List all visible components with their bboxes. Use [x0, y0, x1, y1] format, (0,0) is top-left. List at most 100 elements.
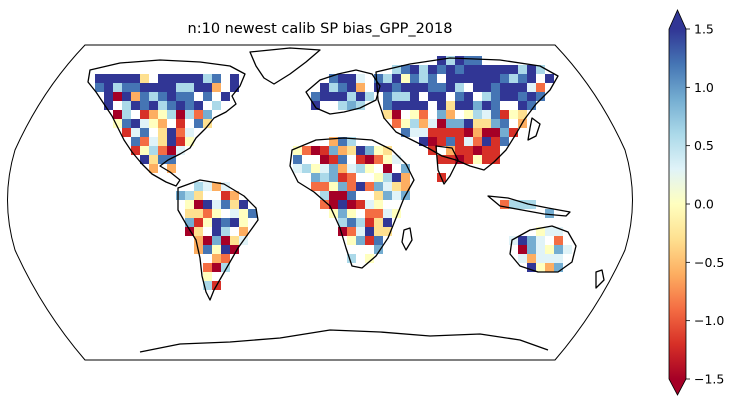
grid-cell — [176, 146, 185, 155]
grid-cell — [338, 155, 347, 164]
coastline-japan — [527, 117, 541, 141]
grid-cell — [329, 173, 338, 182]
grid-cell — [203, 245, 212, 254]
grid-cell — [509, 110, 518, 119]
grid-cell — [347, 101, 356, 110]
grid-cell — [482, 92, 491, 101]
grid-cell — [311, 182, 320, 191]
grid-cell — [392, 101, 401, 110]
grid-cell — [338, 191, 347, 200]
grid-cell — [131, 146, 140, 155]
grid-cell — [446, 74, 455, 83]
grid-cell — [392, 110, 401, 119]
grid-cell — [221, 218, 230, 227]
grid-cell — [320, 173, 329, 182]
grid-cell — [509, 92, 518, 101]
colorbar-tick-label: −0.5 — [694, 255, 724, 270]
grid-cell — [320, 155, 329, 164]
grid-cell — [500, 92, 509, 101]
colorbar-ticks: 1.5 1.0 0.5 0.0 −0.5 −1.0 −1.5 — [686, 22, 724, 387]
grid-cell — [203, 110, 212, 119]
grid-cell — [338, 92, 347, 101]
grid-cell — [527, 92, 536, 101]
grid-cell — [239, 218, 248, 227]
grid-cell — [338, 200, 347, 209]
grid-cell — [320, 200, 329, 209]
grid-cell — [158, 101, 167, 110]
grid-cell — [410, 119, 419, 128]
grid-cell — [500, 110, 509, 119]
grid-cell — [140, 83, 149, 92]
grid-cell — [221, 263, 230, 272]
globe-border — [7, 44, 633, 361]
grid-cell — [419, 119, 428, 128]
grid-cell — [365, 227, 374, 236]
grid-cell — [167, 101, 176, 110]
grid-cell — [122, 74, 131, 83]
grid-cell — [131, 83, 140, 92]
coastline-new-zealand — [595, 269, 605, 289]
grid-cell — [446, 146, 455, 155]
grid-cell — [131, 101, 140, 110]
grid-cell — [437, 56, 446, 65]
grid-cell — [554, 254, 563, 263]
grid-cell — [221, 200, 230, 209]
grid-cell — [536, 65, 545, 74]
grid-cell — [392, 119, 401, 128]
grid-cell — [527, 245, 536, 254]
grid-cell — [338, 74, 347, 83]
grid-cell — [158, 110, 167, 119]
grid-cell — [311, 146, 320, 155]
grid-cell — [167, 137, 176, 146]
grid-cell — [338, 164, 347, 173]
grid-cell — [374, 74, 383, 83]
grid-cell — [347, 209, 356, 218]
grid-cell — [491, 119, 500, 128]
grid-cell — [437, 92, 446, 101]
grid-cell — [365, 182, 374, 191]
grid-cell — [221, 254, 230, 263]
grid-cell — [302, 164, 311, 173]
grid-cell — [203, 218, 212, 227]
grid-cell — [365, 254, 374, 263]
grid-cell — [410, 74, 419, 83]
grid-cell — [338, 227, 347, 236]
grid-cell — [410, 128, 419, 137]
grid-cell — [203, 119, 212, 128]
grid-cell — [401, 173, 410, 182]
grid-cell — [446, 155, 455, 164]
grid-cell — [410, 83, 419, 92]
grid-cell — [527, 101, 536, 110]
grid-cell — [401, 164, 410, 173]
grid-cell — [464, 146, 473, 155]
grid-cell — [185, 101, 194, 110]
grid-cell — [176, 137, 185, 146]
grid-cell — [527, 254, 536, 263]
grid-cell — [455, 74, 464, 83]
grid-cell — [140, 92, 149, 101]
colorbar-extend-max — [669, 10, 686, 29]
grid-cell — [221, 245, 230, 254]
grid-cell — [176, 83, 185, 92]
grid-cell — [482, 128, 491, 137]
grid-cell — [419, 65, 428, 74]
grid-cell — [464, 74, 473, 83]
coastlines — [87, 47, 605, 353]
grid-cell — [194, 227, 203, 236]
grid-cell — [428, 137, 437, 146]
grid-cell — [464, 119, 473, 128]
grid-cell — [122, 128, 131, 137]
grid-cell — [302, 146, 311, 155]
colorbar-tick-label: −1.5 — [694, 372, 724, 387]
grid-cell — [509, 200, 518, 209]
grid-cell — [374, 209, 383, 218]
coastline-greenland — [249, 47, 321, 85]
grid-cell — [167, 74, 176, 83]
grid-cell — [383, 92, 392, 101]
grid-cell — [518, 236, 527, 245]
grid-cell — [473, 110, 482, 119]
grid-cell — [311, 101, 320, 110]
grid-cell — [410, 92, 419, 101]
grid-cell — [437, 65, 446, 74]
grid-cell — [122, 119, 131, 128]
